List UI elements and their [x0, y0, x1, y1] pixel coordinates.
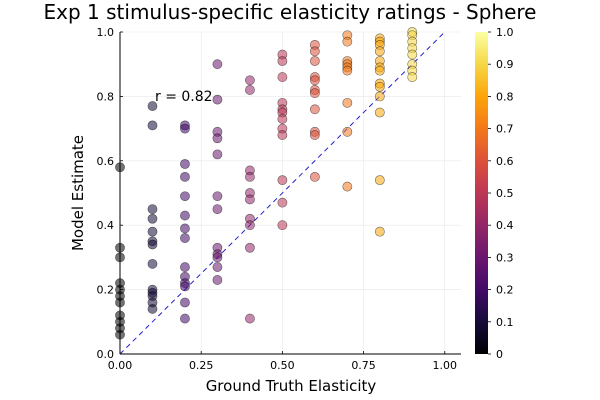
data-point [309, 171, 320, 182]
data-point [309, 46, 320, 57]
data-point [212, 94, 223, 105]
y-tick-label: 0.6 [97, 155, 115, 168]
data-point [212, 191, 223, 202]
data-point [342, 126, 353, 137]
x-tick-label: 0.50 [270, 359, 295, 372]
data-point [180, 123, 190, 134]
data-point [309, 88, 320, 99]
data-point [374, 81, 385, 92]
colorbar-tick-label: 0.1 [496, 316, 514, 329]
colorbar-tick-label: 0.8 [496, 90, 514, 103]
data-points [115, 27, 418, 340]
data-point [180, 281, 190, 292]
data-point [180, 297, 190, 308]
data-point [245, 242, 255, 253]
y-tick-label: 0.4 [97, 219, 115, 232]
data-point [277, 56, 288, 66]
data-point [309, 104, 320, 115]
data-point [277, 197, 288, 208]
data-point [342, 181, 353, 192]
data-point [277, 220, 288, 231]
colorbar-tick-label: 0.2 [496, 284, 514, 297]
colorbar-tick-label: 0.5 [496, 187, 514, 200]
data-point [180, 262, 190, 272]
data-point [245, 194, 255, 205]
x-tick-label: 0.00 [108, 359, 133, 372]
y-tick-label: 0.8 [97, 90, 115, 103]
data-point [245, 171, 255, 182]
data-point [212, 275, 223, 285]
colorbar-tick-label: 0.6 [496, 155, 514, 168]
data-point [147, 101, 158, 111]
x-tick-labels: 0.00 0.25 0.50 0.75 1.00 [108, 359, 457, 372]
y-tick-label: 0.2 [97, 284, 115, 297]
data-point [277, 175, 288, 186]
data-point [309, 56, 320, 66]
data-point [212, 133, 223, 144]
colorbar-tick-label: 0.9 [496, 58, 514, 71]
colorbar-tick-labels: 0 0.1 0.2 0.3 0.4 0.5 0.6 0.7 0.8 0.9 1.0 [488, 26, 514, 361]
colorbar-tick-label: 0 [496, 348, 503, 361]
data-point [147, 213, 158, 224]
data-point [180, 171, 190, 182]
data-point [374, 107, 385, 118]
data-point [147, 226, 158, 237]
colorbar-tick-label: 0.7 [496, 123, 514, 136]
data-point [374, 65, 385, 76]
data-point [147, 304, 158, 314]
colorbar [475, 32, 488, 354]
x-axis-label: Ground Truth Elasticity [206, 377, 377, 395]
chart-title: Exp 1 stimulus-specific elasticity ratin… [44, 0, 537, 24]
data-point [245, 313, 255, 324]
data-point [180, 223, 190, 234]
colorbar-tick-label: 0.3 [496, 251, 514, 264]
data-point [180, 233, 190, 243]
data-point [374, 46, 385, 57]
data-point [374, 91, 385, 102]
data-point [180, 159, 190, 169]
axes [119, 31, 461, 355]
colorbar-tick-label: 1.0 [496, 26, 514, 39]
y-axis-label: Model Estimate [69, 135, 87, 251]
data-point [212, 262, 223, 272]
data-point [212, 149, 223, 160]
x-tick-label: 1.00 [433, 359, 458, 372]
data-point [212, 204, 223, 214]
data-point [309, 130, 320, 140]
data-point [180, 313, 190, 324]
x-tick-label: 0.75 [351, 359, 376, 372]
data-point [277, 114, 288, 124]
data-point [342, 97, 353, 108]
data-point [147, 258, 158, 269]
y-tick-labels: 0.0 0.2 0.4 0.6 0.8 1.0 [97, 26, 115, 361]
data-point [374, 226, 385, 237]
data-point [342, 65, 353, 76]
data-point [147, 204, 158, 214]
data-point [245, 75, 255, 86]
data-point [180, 191, 190, 202]
data-point [147, 120, 158, 131]
data-point [277, 130, 288, 140]
correlation-annotation: r = 0.82 [155, 89, 213, 105]
identity-line [119, 31, 446, 355]
x-tick-label: 0.25 [189, 359, 214, 372]
y-tick-label: 0.0 [97, 348, 115, 361]
data-point [407, 72, 418, 82]
data-point [277, 72, 288, 82]
data-point [212, 252, 223, 263]
data-point [180, 210, 190, 221]
data-point [374, 175, 385, 186]
data-point [245, 85, 255, 95]
data-point [245, 220, 255, 231]
data-point [407, 49, 418, 60]
y-tick-label: 1.0 [97, 26, 115, 39]
data-point [342, 36, 353, 47]
reference-line [119, 31, 446, 355]
data-point [212, 59, 223, 70]
colorbar-tick-label: 0.4 [496, 219, 514, 232]
data-point [147, 239, 158, 250]
data-point [309, 75, 320, 86]
